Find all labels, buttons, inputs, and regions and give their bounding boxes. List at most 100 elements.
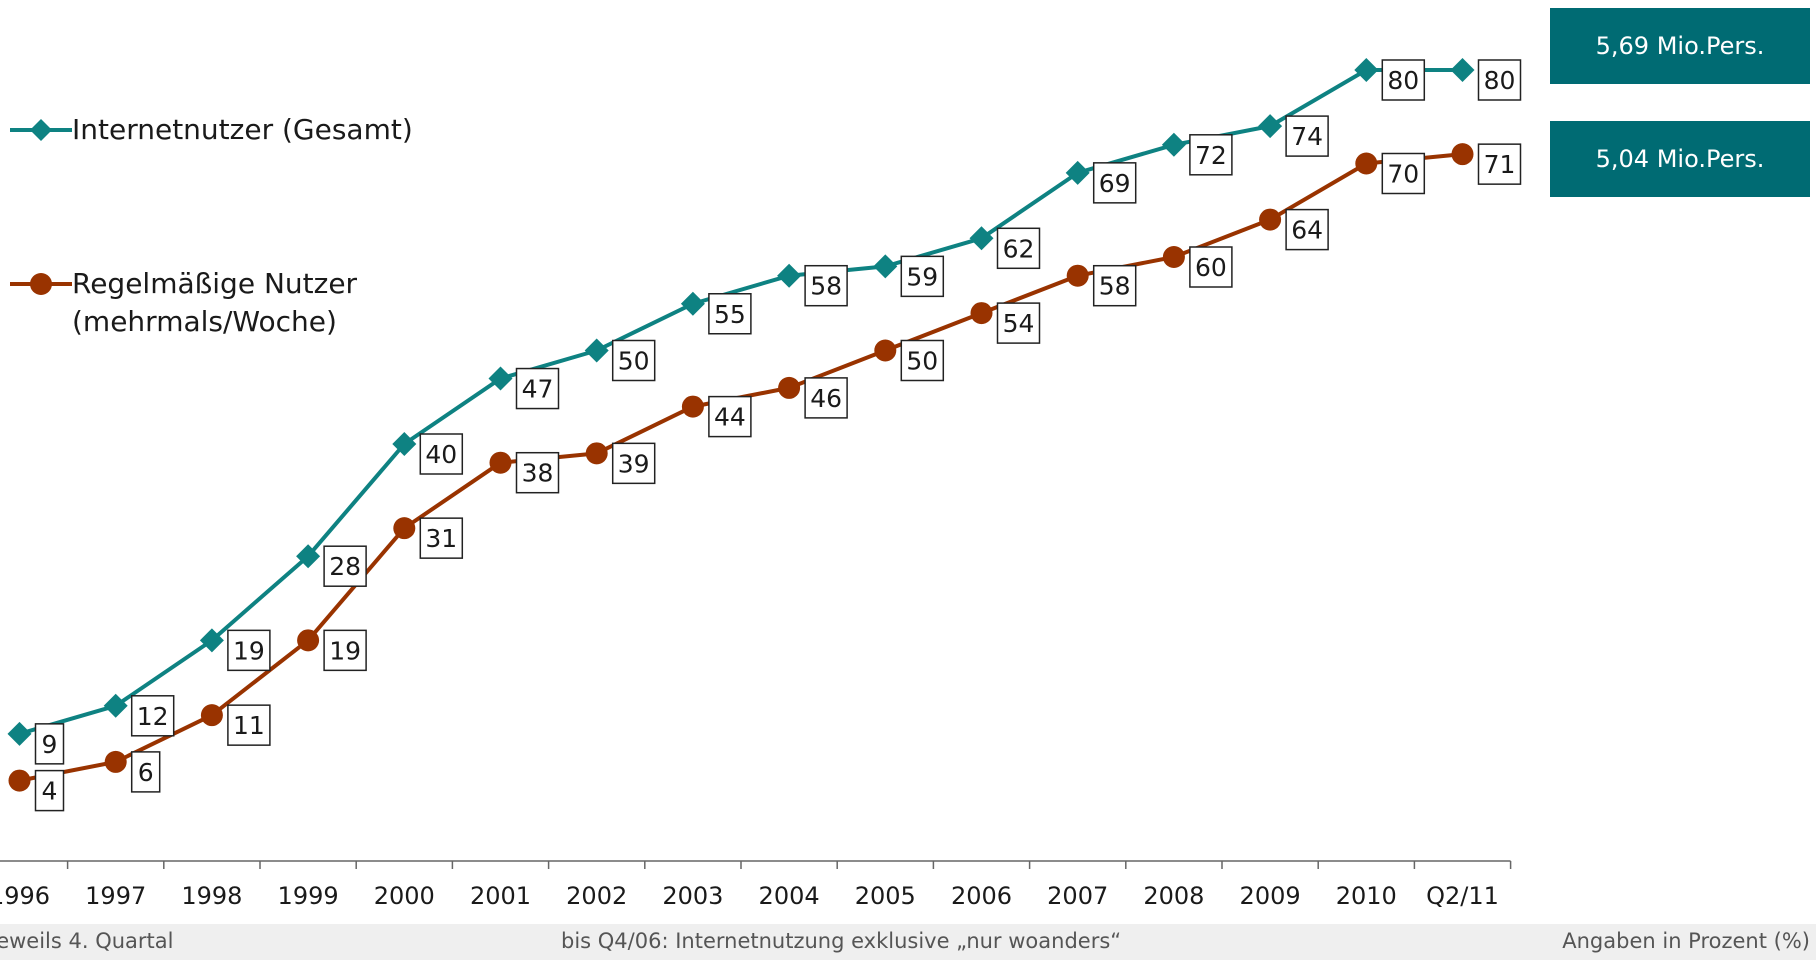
x-tick-label: 1996	[0, 882, 50, 910]
x-tick-label: Q2/11	[1426, 882, 1499, 910]
data-point-diamond	[969, 226, 994, 251]
data-point-diamond	[1450, 58, 1475, 82]
data-label-box	[130, 695, 175, 737]
data-label: 38	[522, 459, 554, 488]
x-tick-label: 2001	[470, 882, 531, 910]
data-label-box	[227, 704, 271, 746]
x-tick-label: 1997	[85, 882, 146, 910]
data-label-box	[996, 227, 1041, 270]
data-label-box	[1189, 134, 1233, 176]
data-label-box	[1092, 264, 1137, 307]
data-point-diamond	[1354, 58, 1379, 82]
legend-item-gesamt: Internetnutzer (Gesamt)	[10, 111, 413, 149]
data-point-circle	[681, 395, 704, 418]
data-label: 44	[714, 403, 746, 432]
data-label-box	[34, 723, 65, 765]
data-label-box	[1092, 162, 1137, 204]
data-label: 58	[1099, 272, 1131, 301]
data-point-diamond	[1161, 132, 1186, 157]
callout-regelmaessig-persons: 5,04 Mio.Pers.	[1550, 121, 1810, 197]
data-point-diamond	[584, 338, 609, 363]
data-point-circle	[489, 451, 512, 474]
data-point-circle	[200, 704, 223, 727]
data-label: 80	[1484, 66, 1516, 95]
data-label: 62	[1003, 234, 1035, 263]
x-tick-label: 2002	[566, 882, 627, 910]
data-label-box	[1285, 115, 1329, 157]
data-point-diamond	[392, 432, 417, 456]
footer-bar: Jeweils 4. Quartal bis Q4/06: Internetnu…	[0, 924, 1816, 960]
data-point-circle	[1451, 143, 1474, 166]
footer-center-note: bis Q4/06: Internetnutzung exklusive „nu…	[561, 929, 1122, 953]
data-label-box	[515, 451, 560, 494]
x-tick-label: 2004	[759, 882, 820, 910]
data-point-diamond	[777, 263, 802, 288]
series-group	[7, 58, 1475, 792]
x-tick-label: 2003	[662, 882, 723, 910]
data-label-box	[804, 264, 848, 307]
x-tick-label: 1998	[181, 882, 242, 910]
data-label-box	[996, 302, 1041, 344]
line-chart: 1996199719981999200020012002200320042005…	[0, 58, 1522, 910]
data-label: 47	[522, 375, 554, 404]
data-label: 46	[810, 384, 842, 413]
data-label: 80	[1387, 66, 1419, 95]
data-label: 9	[42, 730, 58, 759]
data-point-circle	[1162, 246, 1185, 268]
x-tick-label: 2008	[1143, 882, 1204, 910]
footer-left-note: Jeweils 4. Quartal	[0, 929, 174, 953]
data-label: 19	[233, 636, 265, 665]
data-point-diamond	[103, 693, 128, 718]
data-point-circle	[970, 302, 993, 325]
footer-right-note: Angaben in Prozent (%)	[1562, 929, 1810, 953]
data-label-box	[227, 629, 271, 672]
legend-item-regelmaessig: Regelmäßige Nutzer (mehrmals/Woche)	[10, 265, 357, 341]
data-point-diamond	[680, 291, 705, 316]
data-label: 64	[1291, 216, 1323, 245]
data-label: 58	[810, 272, 842, 301]
data-point-circle	[585, 442, 608, 465]
data-label-box	[708, 395, 752, 438]
data-point-diamond	[199, 628, 224, 653]
legend-diamond-icon	[10, 119, 72, 141]
data-label: 40	[425, 440, 457, 469]
data-label: 39	[618, 449, 650, 478]
data-label: 50	[906, 347, 938, 376]
data-label: 55	[714, 300, 746, 329]
data-point-circle	[778, 376, 801, 399]
data-label-box	[611, 339, 656, 382]
data-label-box	[804, 377, 848, 419]
legend-label-regelmaessig: Regelmäßige Nutzer (mehrmals/Woche)	[72, 267, 358, 338]
data-label-box	[900, 339, 945, 382]
data-label: 70	[1387, 160, 1419, 189]
data-point-circle	[1066, 264, 1089, 287]
data-label-box	[419, 517, 464, 559]
data-label-box	[323, 629, 367, 672]
data-label: 19	[329, 636, 361, 665]
data-point-diamond	[296, 544, 321, 569]
x-axis: 1996 1997 1998 1999 2000 2001 2002 2003 2004 2005…	[0, 860, 1512, 910]
data-label-box	[34, 769, 65, 812]
x-tick-label: 2007	[1047, 882, 1108, 910]
data-label-box	[1477, 59, 1522, 101]
data-label: 74	[1291, 122, 1323, 151]
legend-circle-icon	[10, 273, 72, 295]
data-point-circle	[874, 339, 897, 362]
data-label-box	[900, 255, 945, 298]
data-point-diamond	[7, 721, 32, 746]
data-label: 60	[1195, 253, 1227, 282]
x-tick-label: 1999	[278, 882, 339, 910]
x-tick-label: 2009	[1240, 882, 1301, 910]
data-point-circle	[393, 517, 416, 540]
data-point-diamond	[488, 366, 513, 391]
data-point-circle	[297, 629, 320, 652]
data-label: 50	[618, 347, 650, 376]
data-label: 31	[425, 524, 457, 553]
data-point-circle	[1259, 208, 1282, 231]
data-label: 59	[906, 262, 938, 291]
data-label-box	[323, 545, 367, 587]
x-tick-label: 2010	[1336, 882, 1397, 910]
data-point-circle	[8, 769, 31, 792]
data-label: 12	[137, 702, 169, 731]
data-point-diamond	[1258, 114, 1283, 139]
